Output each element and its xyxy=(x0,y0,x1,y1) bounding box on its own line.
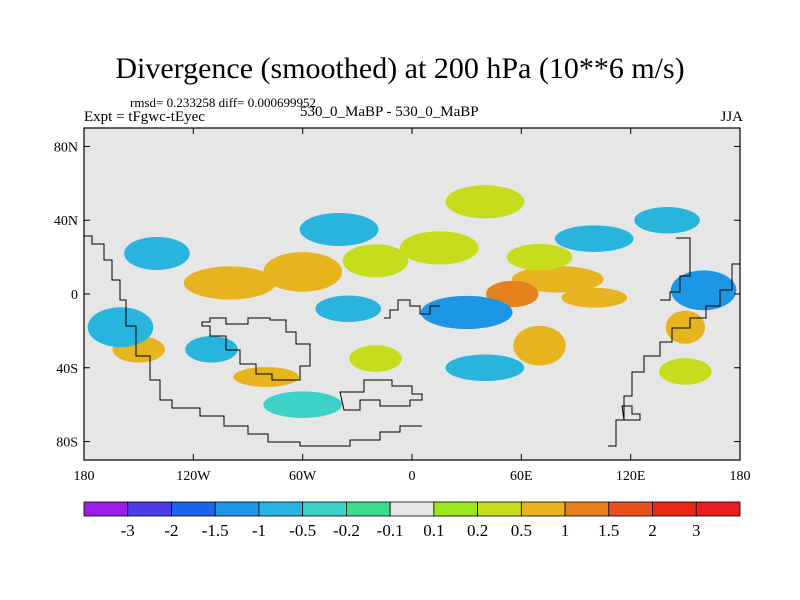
colorbar-label-13: 2 xyxy=(648,521,657,540)
colorbar-label-6: -0.2 xyxy=(333,521,360,540)
colorbar: -3 -2 -1.5 -1 -0.5 -0.2 -0.1 0.1 0.2 0.5 1 1.5 2 3 xyxy=(83,501,741,540)
chart-stats: rmsd= 0.233258 diff= 0.000699952 xyxy=(130,95,316,110)
colorbar-swatch-11 xyxy=(520,501,566,517)
colorbar-swatch-7 xyxy=(345,501,391,517)
x-tick-label-1: 180 xyxy=(74,469,95,484)
colorbar-label-12: 1.5 xyxy=(598,521,619,540)
colorbar-swatch-14 xyxy=(652,501,697,517)
colorbar-label-4: -1 xyxy=(252,521,266,540)
x-axis: 180 120W 60W 0 60E 120E 180 xyxy=(74,128,751,484)
colorbar-label-8: 0.1 xyxy=(423,521,444,540)
field-blob-17 xyxy=(420,295,513,330)
colorbar-swatch-3 xyxy=(171,501,216,517)
experiments-compared-label: 530_0_MaBP - 530_0_MaBP xyxy=(300,104,479,120)
colorbar-label-7: -0.1 xyxy=(377,521,404,540)
field-blob-22 xyxy=(299,212,379,247)
colorbar-swatch-10 xyxy=(477,501,522,517)
colorbar-swatch-13 xyxy=(608,501,653,517)
field-blob-6 xyxy=(485,280,539,308)
coastline-pacific-island xyxy=(660,237,691,301)
field-blob-7 xyxy=(561,287,628,308)
y-tick-label-4: 40S xyxy=(56,362,78,377)
field-blob-5 xyxy=(511,265,604,293)
field-blob-26 xyxy=(263,391,343,418)
field-blob-1 xyxy=(183,266,276,300)
x-tick-label-6: 120E xyxy=(616,469,646,484)
x-tick-label-3: 60W xyxy=(289,469,317,484)
colorbar-swatch-4 xyxy=(214,501,260,517)
field-blob-21 xyxy=(554,225,634,252)
field-blob-11 xyxy=(233,367,300,387)
field-blob-25 xyxy=(634,206,700,234)
field-blob-14 xyxy=(349,345,402,372)
y-tick-label-3: 0 xyxy=(71,288,78,303)
coastline-southern-mid xyxy=(201,317,311,381)
x-tick-label-2: 120W xyxy=(176,469,211,484)
colorbar-swatch-9 xyxy=(433,501,479,517)
coastline-east xyxy=(608,263,740,447)
x-tick-label-5: 60E xyxy=(510,469,533,484)
field-blob-15 xyxy=(506,243,573,271)
field-blob-2 xyxy=(263,251,343,292)
field-blob-13 xyxy=(445,185,525,219)
field-blob-3 xyxy=(342,244,409,278)
colorbar-label-14: 3 xyxy=(692,521,701,540)
colorbar-label-5: -0.5 xyxy=(289,521,316,540)
colorbar-label-11: 1 xyxy=(561,521,570,540)
colorbar-swatch-1 xyxy=(83,501,129,517)
field-blob-12 xyxy=(659,358,712,385)
y-tick-label-5: 80S xyxy=(56,436,78,451)
chart-title: Divergence (smoothed) at 200 hPa (10**6 … xyxy=(115,52,685,85)
y-tick-label-2: 40N xyxy=(54,214,78,229)
field-blob-9 xyxy=(513,325,566,366)
colorbar-swatch-6 xyxy=(302,501,347,517)
field-layer xyxy=(87,185,737,418)
experiment-label: Expt = tFgwc-tEyec xyxy=(84,109,205,125)
coastline-africa xyxy=(384,299,440,319)
field-blob-16 xyxy=(315,295,382,323)
field-blob-20 xyxy=(124,236,190,271)
colorbar-label-3: -1.5 xyxy=(202,521,229,540)
colorbar-swatch-8 xyxy=(389,501,435,517)
x-tick-label-4: 0 xyxy=(409,469,416,484)
field-blob-23 xyxy=(445,354,525,382)
colorbar-swatch-2 xyxy=(127,501,172,517)
season-label: JJA xyxy=(720,109,743,125)
colorbar-label-10: 0.5 xyxy=(511,521,532,540)
colorbar-label-1: -3 xyxy=(121,521,135,540)
colorbar-label-2: -2 xyxy=(164,521,178,540)
coastline-americas xyxy=(84,235,422,447)
x-tick-label-7: 180 xyxy=(730,469,751,484)
coastline-layer xyxy=(84,235,740,447)
colorbar-swatch-12 xyxy=(564,501,610,517)
coastline-nz xyxy=(621,405,641,421)
y-axis: 80N 40N 0 40S 80S xyxy=(54,140,740,451)
field-blob-8 xyxy=(665,310,706,344)
coastline-south-atlantic xyxy=(339,379,423,411)
colorbar-swatch-15 xyxy=(695,501,741,517)
colorbar-label-9: 0.2 xyxy=(467,521,488,540)
field-blob-24 xyxy=(185,336,238,363)
y-tick-label-1: 80N xyxy=(54,140,78,155)
colorbar-swatch-5 xyxy=(258,501,304,517)
plot-background xyxy=(84,128,740,460)
field-blob-4 xyxy=(399,231,479,265)
field-blob-19 xyxy=(87,307,154,348)
